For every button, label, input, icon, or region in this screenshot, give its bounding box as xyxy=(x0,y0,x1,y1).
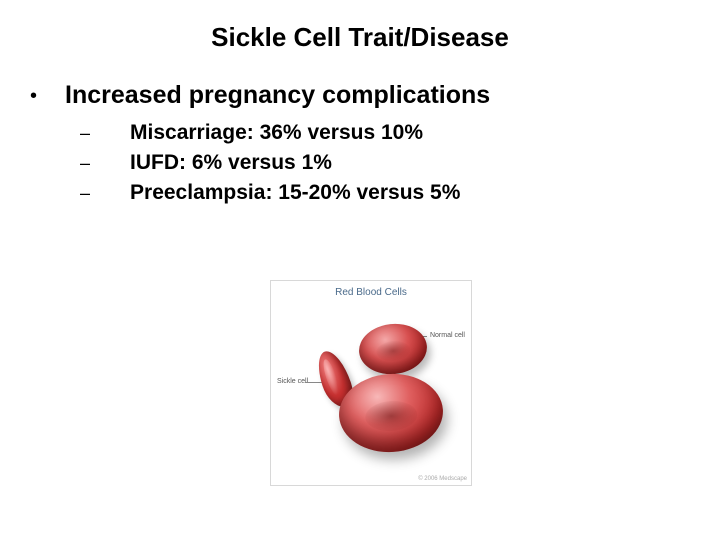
bullet-marker: • xyxy=(30,81,37,111)
sickle-cell-pointer xyxy=(305,382,323,383)
normal-cell-label: Normal cell xyxy=(430,332,465,339)
normal-cell-shape-small xyxy=(357,321,430,378)
sub-bullet-row: – Miscarriage: 36% versus 10% xyxy=(80,119,720,147)
main-bullet-row: • Increased pregnancy complications xyxy=(0,81,720,111)
sub-bullet-marker: – xyxy=(80,179,90,207)
sub-bullet-marker: – xyxy=(80,149,90,177)
sub-bullet-row: – IUFD: 6% versus 1% xyxy=(80,149,720,177)
cells-area: Sickle cell Normal cell xyxy=(271,298,471,478)
blood-cells-diagram: Red Blood Cells Sickle cell Normal cell … xyxy=(270,280,472,486)
sub-bullet-text: IUFD: 6% versus 1% xyxy=(130,149,332,177)
slide-title: Sickle Cell Trait/Disease xyxy=(0,0,720,81)
diagram-copyright: © 2006 Medscape xyxy=(418,476,467,482)
sub-bullet-text: Preeclampsia: 15-20% versus 5% xyxy=(130,179,460,207)
sickle-cell-label: Sickle cell xyxy=(277,378,308,385)
main-bullet-text: Increased pregnancy complications xyxy=(65,81,490,110)
normal-cell-shape-large xyxy=(336,370,445,455)
sub-bullet-text: Miscarriage: 36% versus 10% xyxy=(130,119,423,147)
diagram-title: Red Blood Cells xyxy=(271,281,471,298)
sub-bullet-list: – Miscarriage: 36% versus 10% – IUFD: 6%… xyxy=(0,119,720,207)
sub-bullet-row: – Preeclampsia: 15-20% versus 5% xyxy=(80,179,720,207)
sub-bullet-marker: – xyxy=(80,119,90,147)
